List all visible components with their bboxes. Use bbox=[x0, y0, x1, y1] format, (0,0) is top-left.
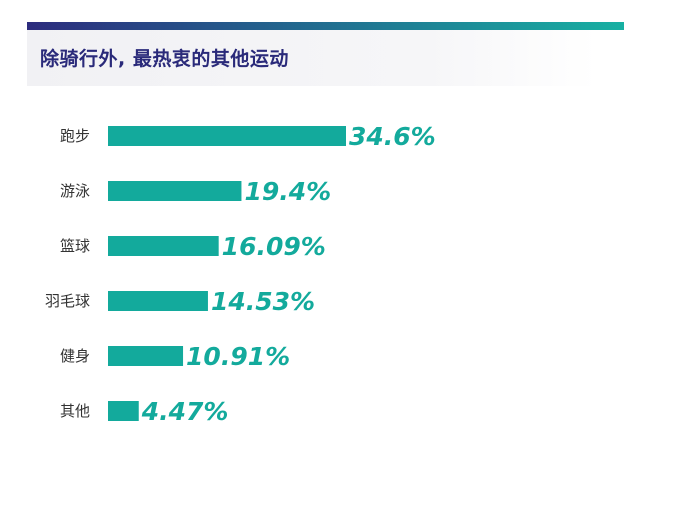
chart-title: 除骑行外, 最热衷的其他运动 bbox=[40, 48, 289, 70]
title-band bbox=[27, 30, 597, 86]
value-label: 16.09% bbox=[222, 232, 326, 261]
value-label: 19.4% bbox=[244, 177, 331, 206]
bar bbox=[108, 236, 219, 256]
bar bbox=[108, 291, 208, 311]
bar bbox=[108, 401, 139, 421]
header-accent-bar bbox=[27, 22, 624, 30]
value-label: 34.6% bbox=[349, 122, 436, 151]
bar bbox=[108, 181, 242, 201]
bar bbox=[108, 126, 346, 146]
category-label: 健身 bbox=[60, 347, 90, 365]
category-label: 篮球 bbox=[60, 237, 90, 255]
bar bbox=[108, 346, 184, 366]
category-label: 羽毛球 bbox=[45, 292, 90, 310]
value-label: 14.53% bbox=[211, 287, 315, 316]
value-label: 4.47% bbox=[141, 397, 229, 426]
category-label: 其他 bbox=[60, 402, 90, 420]
category-label: 游泳 bbox=[60, 182, 90, 200]
value-label: 10.91% bbox=[186, 342, 290, 371]
category-label: 跑步 bbox=[60, 127, 90, 145]
